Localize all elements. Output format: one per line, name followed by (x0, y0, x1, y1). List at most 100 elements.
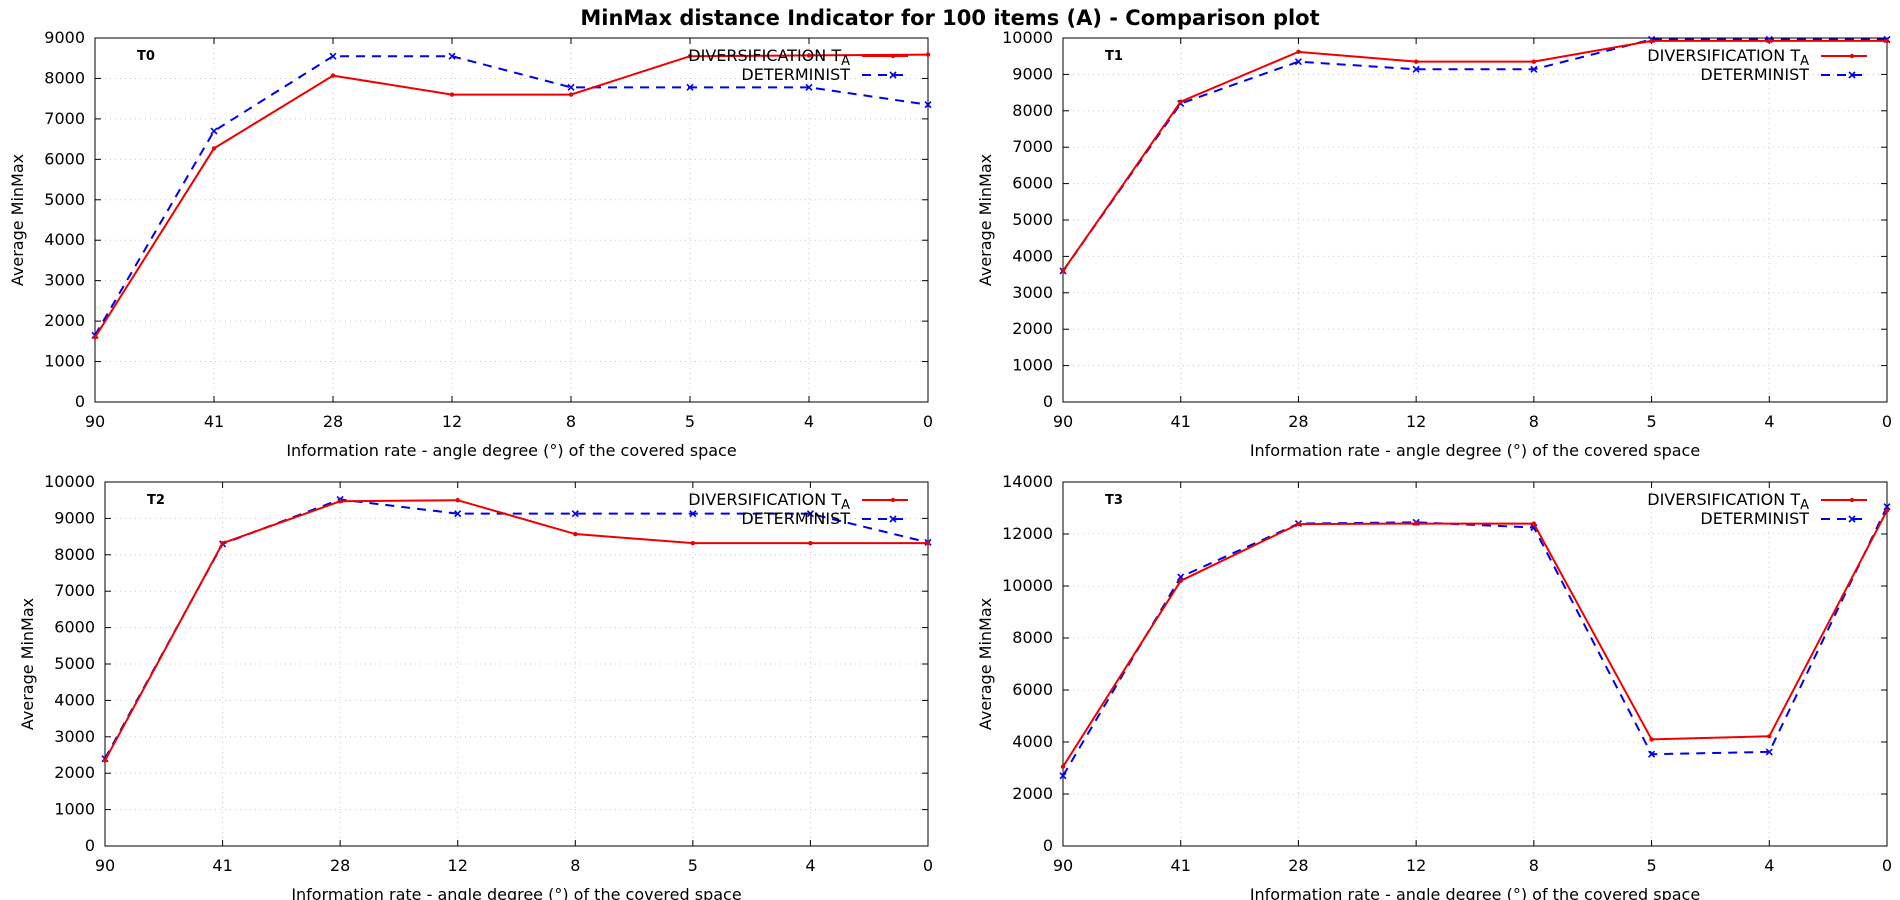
legend-marker-sample (889, 515, 897, 523)
legend-label: DETERMINIST (741, 65, 850, 84)
y-tick-label: 2000 (44, 311, 85, 330)
data-point-determinist (1883, 503, 1891, 511)
plot-frame (1062, 481, 1888, 847)
data-point-determinist (454, 510, 462, 518)
data-point-diversification (1531, 521, 1537, 526)
y-tick-label: 1000 (54, 800, 95, 819)
y-tick-label: 9000 (54, 508, 95, 527)
y-tick-label: 5000 (44, 190, 85, 209)
x-tick-label: 28 (323, 412, 343, 431)
x-tick-label: 0 (1882, 856, 1892, 875)
data-point-diversification (211, 146, 217, 151)
x-tick-label: 0 (923, 412, 933, 431)
data-point-diversification (568, 92, 574, 97)
y-tick-label: 9000 (44, 28, 85, 47)
x-tick-label: 41 (1171, 412, 1191, 431)
data-point-determinist (805, 83, 813, 91)
x-tick-label: 41 (212, 856, 232, 875)
y-tick-label: 2000 (54, 763, 95, 782)
series-line-diversification (94, 53, 929, 338)
x-tick-label: 28 (330, 856, 350, 875)
data-point-diversification (1178, 99, 1183, 104)
legend-marker-sample (1849, 53, 1855, 59)
y-tick-label: 0 (85, 836, 95, 855)
x-tick-label: 8 (1529, 412, 1539, 431)
data-point-determinist (1648, 750, 1656, 758)
y-tick-label: 2000 (1012, 319, 1053, 338)
y-tick-label: 10000 (1002, 576, 1053, 595)
data-point-determinist (686, 83, 694, 91)
x-tick-label: 28 (1288, 412, 1308, 431)
data-point-determinist (1530, 65, 1538, 73)
legend-marker-sample (890, 497, 896, 503)
legend-entry-diversification: DIVERSIFICATION TA (688, 490, 908, 513)
chart-panel-t2: 0 1000 2000 3000 4000 5000 6000 7000 8000 9000 100… (18, 472, 933, 900)
y-tick-label: 0 (1043, 392, 1053, 411)
data-point-diversification (330, 73, 336, 78)
data-point-diversification (220, 540, 225, 546)
x-tick-label: 12 (448, 856, 468, 875)
series-line-determinist (1062, 506, 1888, 777)
data-point-diversification (1531, 59, 1537, 64)
x-axis-label: Information rate - angle degree (°) of t… (286, 441, 736, 460)
data-point-determinist (567, 83, 575, 91)
legend-marker-sample (889, 71, 897, 79)
data-point-determinist (1765, 748, 1773, 756)
data-point-determinist (329, 52, 337, 60)
y-tick-label: 8000 (44, 68, 85, 87)
x-tick-label: 41 (204, 412, 224, 431)
x-tick-label: 12 (1406, 412, 1426, 431)
data-point-determinist (1294, 58, 1302, 66)
y-axis-label: Average MinMax (18, 598, 37, 730)
data-point-diversification (1649, 737, 1654, 742)
data-point-diversification (573, 531, 578, 537)
y-tick-label: 10000 (44, 472, 95, 491)
legend-label: DIVERSIFICATION TA (1647, 46, 1809, 69)
y-axis-label: Average MinMax (976, 154, 995, 286)
y-tick-label: 3000 (44, 271, 85, 290)
data-point-diversification (1649, 38, 1654, 44)
x-tick-label: 90 (1053, 856, 1073, 875)
legend-label-subscript: A (1800, 54, 1809, 69)
x-tick-label: 5 (1646, 412, 1656, 431)
legend-label-subscript: A (1800, 498, 1809, 513)
legend-label: DIVERSIFICATION TA (1647, 490, 1809, 513)
x-tick-label: 8 (566, 412, 576, 431)
series-line-diversification (1062, 39, 1887, 272)
data-point-diversification (1178, 578, 1183, 583)
legend-marker-sample (1849, 497, 1855, 503)
y-axis-label: Average MinMax (8, 154, 27, 286)
x-tick-label: 90 (1053, 412, 1073, 431)
y-tick-label: 0 (1043, 836, 1053, 855)
legend-marker-sample (1848, 515, 1856, 523)
data-point-diversification (690, 540, 696, 546)
data-point-determinist (1059, 772, 1067, 780)
series-line-determinist (104, 498, 929, 760)
data-point-diversification (1413, 59, 1419, 64)
x-tick-label: 4 (1764, 856, 1774, 875)
data-point-diversification (1767, 38, 1772, 44)
legend-entry-determinist: DETERMINIST (741, 509, 908, 528)
y-tick-label: 7000 (54, 581, 95, 600)
data-point-diversification (1296, 521, 1301, 527)
legend-entry-diversification: DIVERSIFICATION TA (688, 46, 908, 69)
y-tick-label: 5000 (1012, 210, 1053, 229)
y-tick-label: 7000 (44, 109, 85, 128)
y-tick-label: 0 (75, 392, 85, 411)
y-tick-label: 4000 (54, 690, 95, 709)
data-point-diversification (1296, 49, 1301, 55)
x-axis-label: Information rate - angle degree (°) of t… (1250, 885, 1700, 900)
y-tick-label: 6000 (44, 149, 85, 168)
x-tick-label: 5 (685, 412, 695, 431)
y-tick-label: 6000 (54, 618, 95, 637)
legend-entry-determinist: DETERMINIST (1700, 509, 1867, 528)
x-tick-label: 8 (1529, 856, 1539, 875)
legend-label: DETERMINIST (741, 509, 850, 528)
legend-label: DETERMINIST (1700, 509, 1809, 528)
y-tick-label: 1000 (1012, 356, 1053, 375)
y-tick-label: 9000 (1012, 64, 1053, 83)
data-point-diversification (102, 758, 108, 763)
data-point-diversification (449, 92, 455, 97)
y-tick-label: 3000 (54, 727, 95, 746)
